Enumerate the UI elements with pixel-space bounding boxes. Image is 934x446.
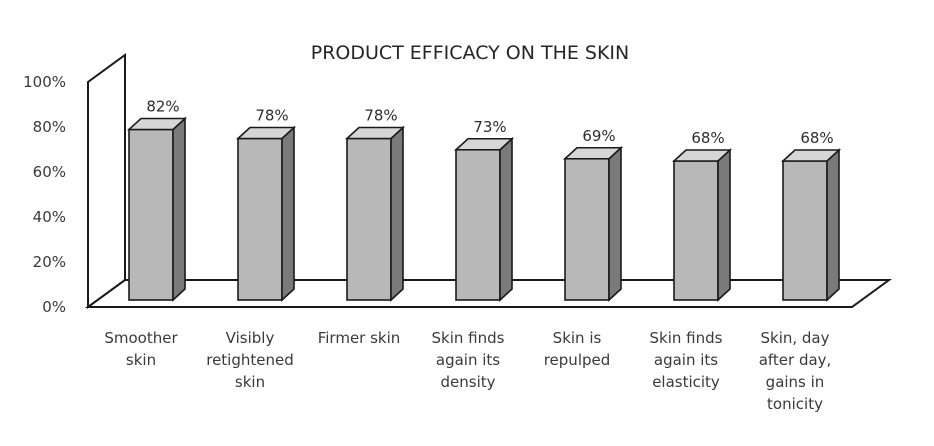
bar-top [126,117,188,131]
bar-front [564,157,610,301]
x-tick-label: Skin finds again its density [432,329,505,391]
bar-top [780,149,842,162]
bar [780,148,842,302]
x-tick-label: Skin is repulped [544,329,611,369]
y-tick-label: 20% [33,253,66,271]
data-label: 68% [800,129,833,147]
bar-side [172,116,186,302]
bar-side [717,148,731,302]
bar-side [608,145,622,302]
bars [126,116,842,302]
bar [126,116,188,302]
bar-top [235,126,297,140]
y-tick-label: 100% [23,73,66,91]
x-tick-label: Visibly retightened skin [206,329,294,391]
bar-side [826,148,840,302]
bar-front [346,137,392,301]
bar [453,136,515,302]
bar-front [782,160,828,301]
bar-front [128,128,174,301]
bar-front [673,160,719,301]
data-label: 82% [146,98,179,116]
data-label: 78% [364,107,397,125]
bar-side [499,136,513,302]
bar [344,125,406,302]
bar [671,148,733,302]
y-axis-ticks: 0% 20% 40% 60% 80% 100% [23,73,66,316]
back-wall [87,53,126,309]
data-label: 73% [473,118,506,136]
bar-top [562,146,624,160]
bar [562,145,624,302]
bar-front [237,137,283,301]
y-tick-label: 40% [33,208,66,226]
bar-top [671,149,733,162]
x-tick-label: Smoother skin [104,329,178,369]
x-tick-label: Firmer skin [318,329,401,347]
bar-side [281,125,295,302]
bar-top [344,126,406,140]
y-tick-label: 0% [42,298,66,316]
chart-frame [84,53,893,309]
bar-top [453,137,515,151]
data-label: 69% [582,127,615,145]
x-tick-label: Skin, day after day, gains in tonicity [759,329,832,413]
floor [84,279,893,308]
category-labels: Smoother skin Visibly retightened skin Firmer… [104,329,831,413]
y-tick-label: 60% [33,163,66,181]
data-labels: 82% 78% 78% 73% 69% 68% 68% [146,98,833,148]
y-tick-label: 80% [33,118,66,136]
bar-front [455,148,501,301]
x-tick-label: Skin finds again its elasticity [650,329,723,391]
chart-title: PRODUCT EFFICACY ON THE SKIN [311,42,630,64]
bar-side [390,125,404,302]
data-label: 68% [691,129,724,147]
data-label: 78% [255,107,288,125]
bar [235,125,297,302]
